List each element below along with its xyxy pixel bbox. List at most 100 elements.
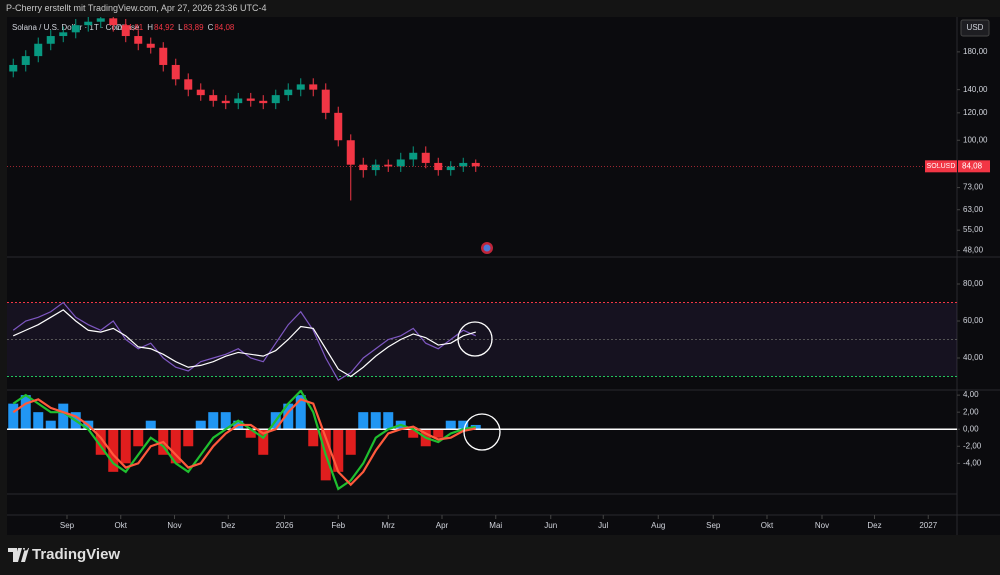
histogram-bar [458,420,469,430]
pane: O 84,81 H 84,92 L 83,89 C 84,08 [7,17,957,201]
logo [8,548,29,562]
x-tick-label: Okt [115,521,128,530]
logo-shape [8,548,29,562]
histogram-bar [108,429,119,472]
x-tick-label: Mai [489,521,502,530]
ohlc-label: C [208,23,214,32]
histogram-bar [433,429,444,438]
candle-body [371,164,380,171]
candle-body [34,43,43,57]
y-tick-label: 140,00 [963,85,988,94]
histogram-bar [383,412,394,430]
event-icon [483,244,491,252]
y-tick-label: 4,00 [963,390,979,399]
y-tick-label: 60,00 [963,316,984,325]
x-tick-label: Nov [167,521,181,530]
histogram-bar [358,412,369,430]
histogram-bar [183,429,194,447]
x-tick-label: Feb [331,521,345,530]
candle-body [146,43,155,48]
price-tag-name: SOLUSD [927,163,956,170]
x-tick-label: 2027 [919,521,937,530]
candle-body [221,100,230,104]
histogram-bar [95,429,106,455]
y-tick-label: 120,00 [963,108,988,117]
candle-body [434,162,443,171]
candle-body [296,84,305,90]
x-tick-label: Jul [598,521,608,530]
chart: USD Solana / U.S. Dollar · 1T · Coinbase… [7,17,1000,535]
histogram-bar [8,403,19,430]
candle-body [96,18,105,22]
candle-body [59,32,68,37]
histogram-bar [370,412,381,430]
candle-body [21,56,30,65]
histogram-bar [408,429,419,438]
candle-body [209,95,218,101]
candle-body [359,164,368,171]
candle-body [46,36,55,44]
candle-body [121,25,130,37]
x-tick-label: Dez [221,521,235,530]
indicator-line [13,309,476,378]
candle-body [71,25,80,33]
candle-body [9,64,18,72]
x-tick-label: Dez [867,521,881,530]
indicator-line [12,398,476,487]
candle-body [234,98,243,104]
histogram-bar [308,429,319,447]
y-tick-label: 48,00 [963,246,984,255]
y-tick-label: 55,00 [963,225,984,234]
header-credit: P-Cherry erstellt mit TradingView.com, A… [6,3,267,13]
candle-body [246,98,255,101]
candle-body [84,21,93,26]
candle-body [346,140,355,165]
histogram-bar [283,403,294,430]
y-tick-label: 63,00 [963,205,984,214]
x-tick-label: Aug [651,521,665,530]
histogram-bar [195,420,206,430]
ohlc-value: 84,08 [214,23,235,32]
y-tick-label: -4,00 [963,458,982,467]
histogram-bar [20,395,31,430]
currency: USD [967,23,984,32]
ohlc-label: O [116,23,122,32]
y-tick-label: 73,00 [963,183,984,192]
y-tick-label: 0,00 [963,424,979,433]
y-tick-label: 40,00 [963,353,984,362]
histogram-bar [445,420,456,430]
x-tick-label: Apr [436,521,449,530]
x-tick-label: Mrz [382,521,395,530]
highlight-circle [457,321,493,357]
band-fill [7,302,957,377]
candle-body [384,164,393,167]
histogram-bar [58,403,69,430]
x-tick-label: Sep [706,521,721,530]
histogram-bar [295,395,306,430]
candle-body [134,36,143,44]
x-tick-label: Jun [544,521,557,530]
candle-body [184,79,193,90]
pane [7,301,957,382]
candle-body [159,47,168,65]
histogram-bar [45,420,56,430]
candle-body [284,89,293,96]
y-tick-label: 100,00 [963,135,988,144]
candle-body [334,112,343,141]
x-tick-label: Nov [815,521,829,530]
chart-bg [7,17,1000,535]
candle-body [171,64,180,80]
pane [7,390,957,491]
candle-body [309,84,318,90]
histogram-bar [120,429,131,464]
histogram-bar [145,420,156,430]
candle-body [459,162,468,167]
candle-body [109,18,118,26]
y-tick-label: 180,00 [963,47,988,56]
histogram-bar [33,412,44,430]
candle-body [409,152,418,160]
y-tick-label: -2,00 [963,441,982,450]
histogram-bar [133,429,144,447]
y-tick-label: 2,00 [963,407,979,416]
